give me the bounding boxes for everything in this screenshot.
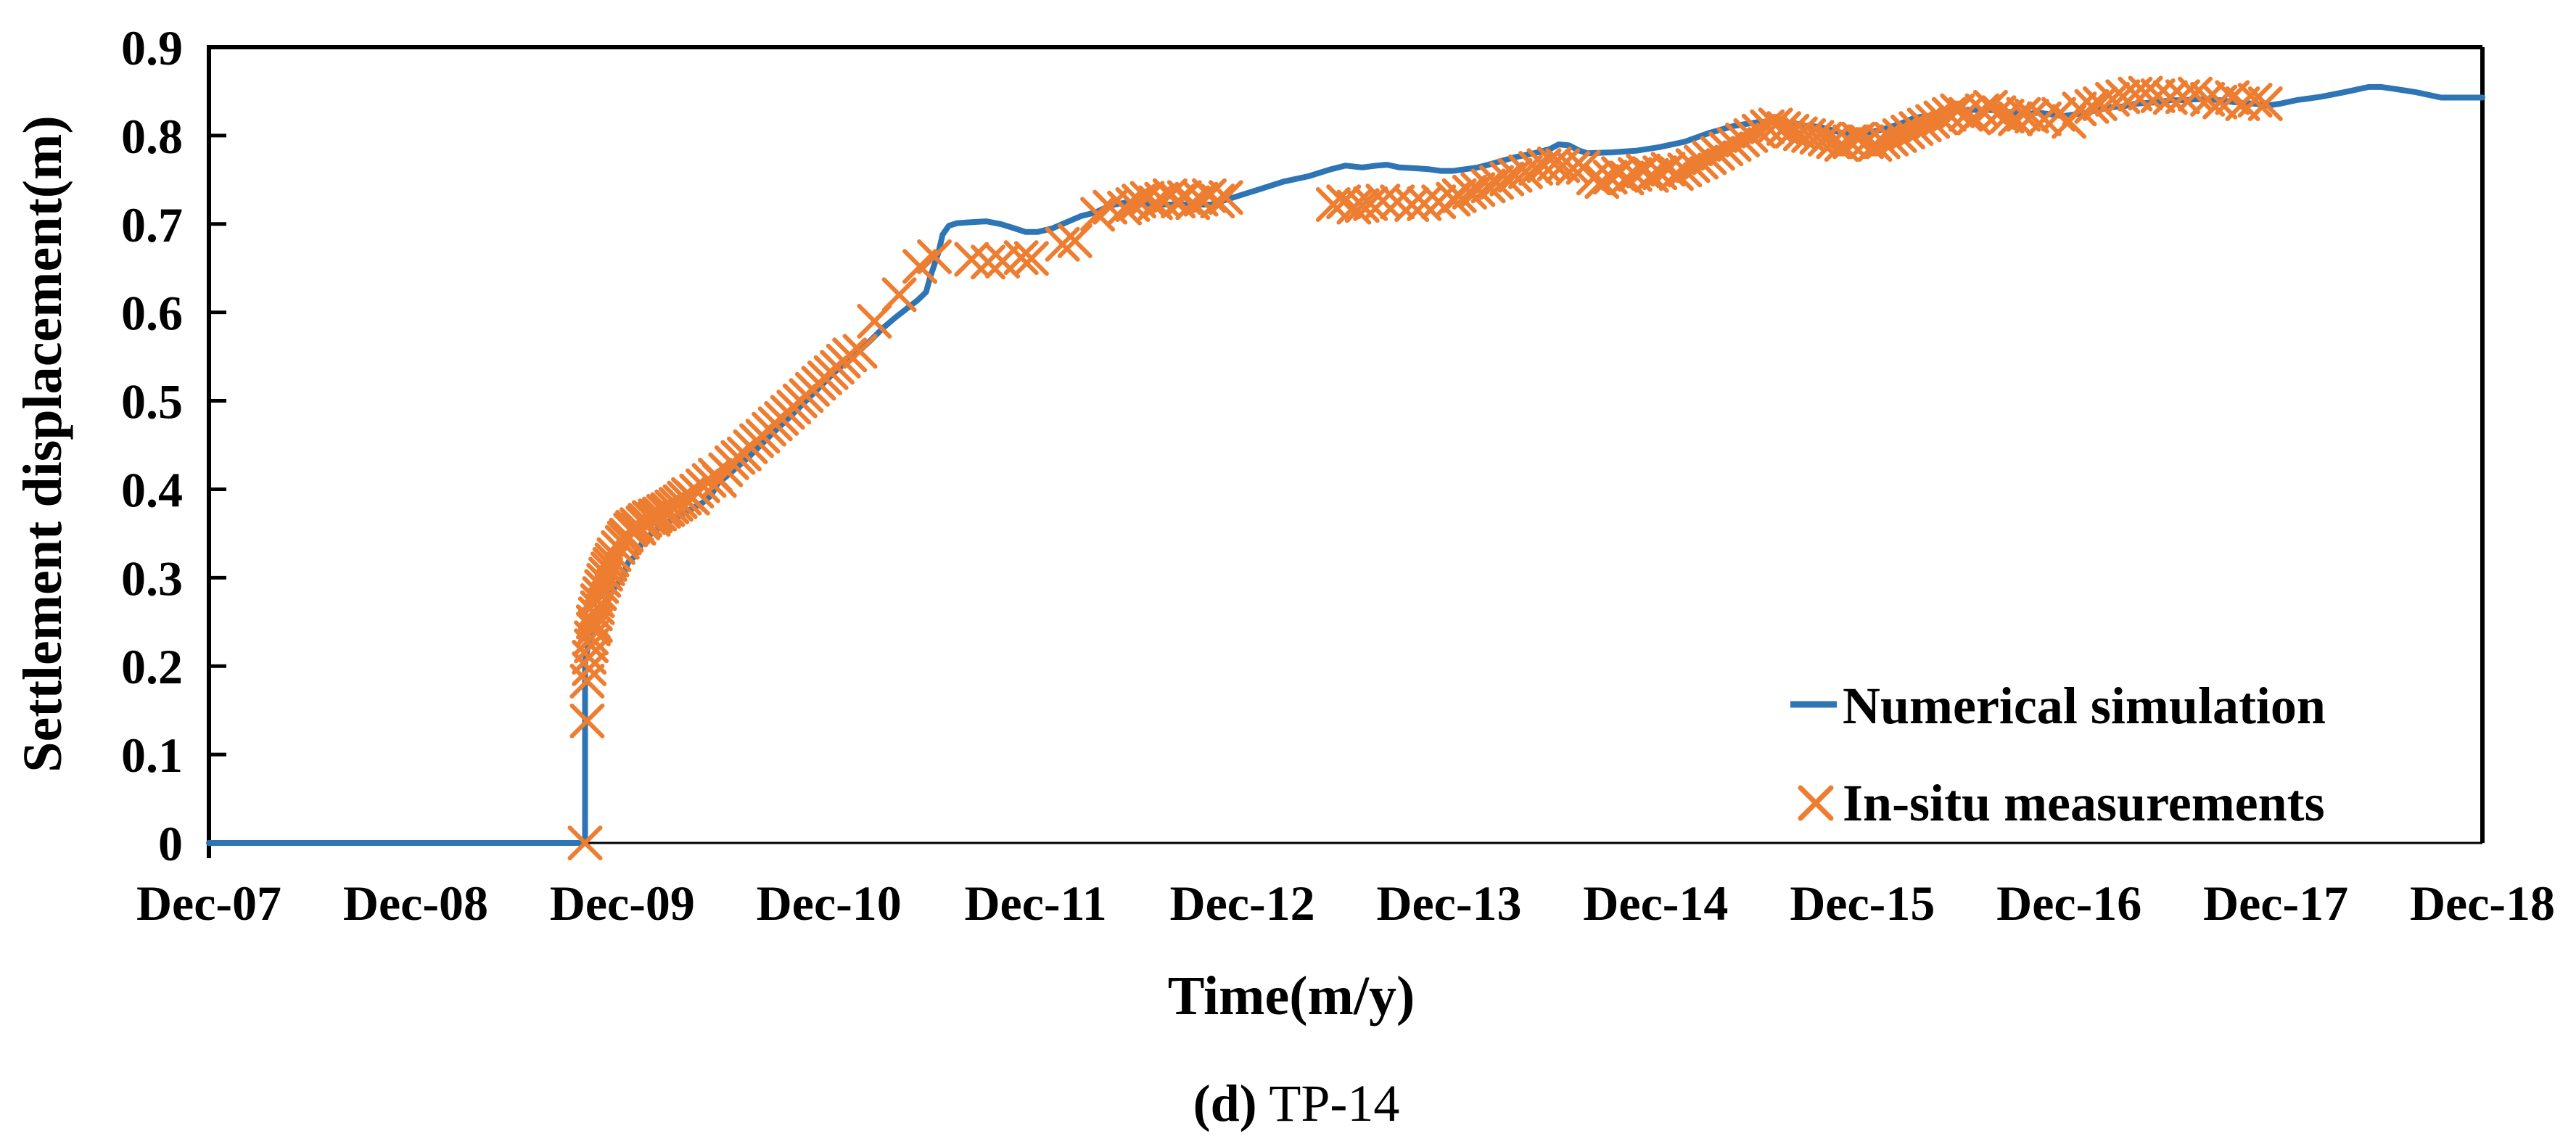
x-axis-title: Time(m/y) <box>1168 966 1415 1026</box>
y-tick-label: 0.1 <box>121 728 183 783</box>
x-tick-label: Dec-09 <box>550 876 695 931</box>
legend-label-simulation: Numerical simulation <box>1843 677 2326 735</box>
x-tick-label: Dec-16 <box>1996 876 2141 931</box>
x-axis-tick-labels: Dec-07 Dec-08 Dec-09 Dec-10 Dec-11 Dec-12 Dec-… <box>136 876 2555 931</box>
x-tick-label: Dec-11 <box>964 876 1106 931</box>
y-axis-tick-labels: 0 0.1 0.2 0.3 0.4 0.5 0.6 0.7 0.8 0.9 <box>121 20 183 871</box>
caption: (d) TP-14 <box>1193 1074 1400 1132</box>
legend-item-simulation: Numerical simulation <box>1790 677 2326 735</box>
caption-label: (d) <box>1193 1074 1257 1132</box>
in-situ-measurement-markers <box>567 75 2283 860</box>
x-tick-label: Dec-14 <box>1583 876 1728 931</box>
caption-title: TP-14 <box>1257 1074 1400 1132</box>
y-tick-label: 0.3 <box>121 551 183 606</box>
legend-x-marker-icon <box>1798 785 1834 821</box>
x-tick-label: Dec-10 <box>757 876 902 931</box>
y-tick-label: 0.4 <box>121 462 183 517</box>
legend-label-measurements: In-situ measurements <box>1843 774 2325 832</box>
y-tick-label: 0.5 <box>121 374 183 429</box>
legend-item-measurements: In-situ measurements <box>1798 774 2325 832</box>
y-tick-label: 0.9 <box>121 20 183 75</box>
x-tick-label: Dec-13 <box>1376 876 1521 931</box>
y-axis-title: Settlement displacement(m) <box>12 115 73 772</box>
y-tick-label: 0.7 <box>121 197 183 252</box>
x-tick-label: Dec-12 <box>1169 876 1314 931</box>
legend: Numerical simulation In-situ measurement… <box>1790 677 2326 832</box>
x-tick-label: Dec-15 <box>1790 876 1935 931</box>
x-tick-label: Dec-08 <box>343 876 488 931</box>
y-axis-ticks <box>209 45 226 757</box>
y-tick-label: 0 <box>158 816 183 871</box>
x-tick-label: Dec-07 <box>136 876 281 931</box>
y-tick-label: 0.8 <box>121 109 183 164</box>
y-tick-label: 0.6 <box>121 286 183 341</box>
x-tick-label: Dec-17 <box>2203 876 2348 931</box>
x-tick-label: Dec-18 <box>2410 876 2555 931</box>
y-tick-label: 0.2 <box>121 639 183 694</box>
